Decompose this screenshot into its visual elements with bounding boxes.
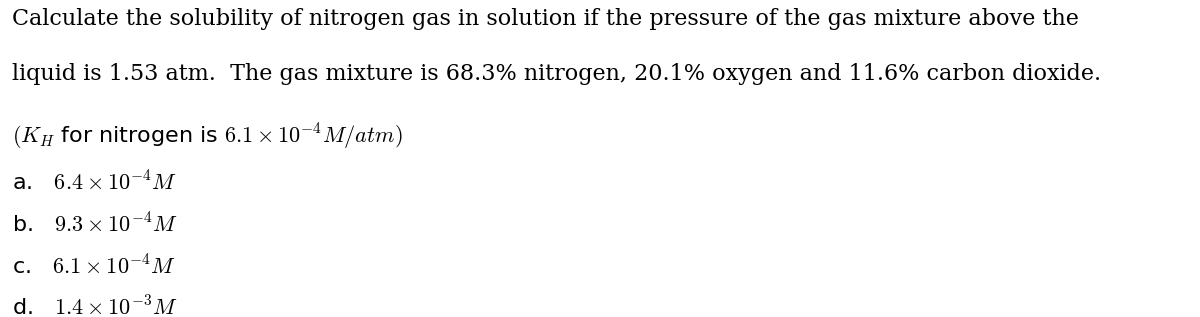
Text: b.   $9.3 \times 10^{-4}M$: b. $9.3 \times 10^{-4}M$ bbox=[12, 213, 178, 237]
Text: a.   $6.4 \times 10^{-4}M$: a. $6.4 \times 10^{-4}M$ bbox=[12, 170, 178, 194]
Text: Calculate the solubility of nitrogen gas in solution if the pressure of the gas : Calculate the solubility of nitrogen gas… bbox=[12, 8, 1079, 30]
Text: liquid is 1.53 atm.  The gas mixture is 68.3% nitrogen, 20.1% oxygen and 11.6% c: liquid is 1.53 atm. The gas mixture is 6… bbox=[12, 63, 1102, 85]
Text: d.   $1.4 \times 10^{-3}M$: d. $1.4 \times 10^{-3}M$ bbox=[12, 295, 178, 317]
Text: c.   $6.1 \times 10^{-4}M$: c. $6.1 \times 10^{-4}M$ bbox=[12, 254, 176, 278]
Text: $(K_H$ for nitrogen is $6.1 \times 10^{-4}M/atm)$: $(K_H$ for nitrogen is $6.1 \times 10^{-… bbox=[12, 122, 403, 152]
